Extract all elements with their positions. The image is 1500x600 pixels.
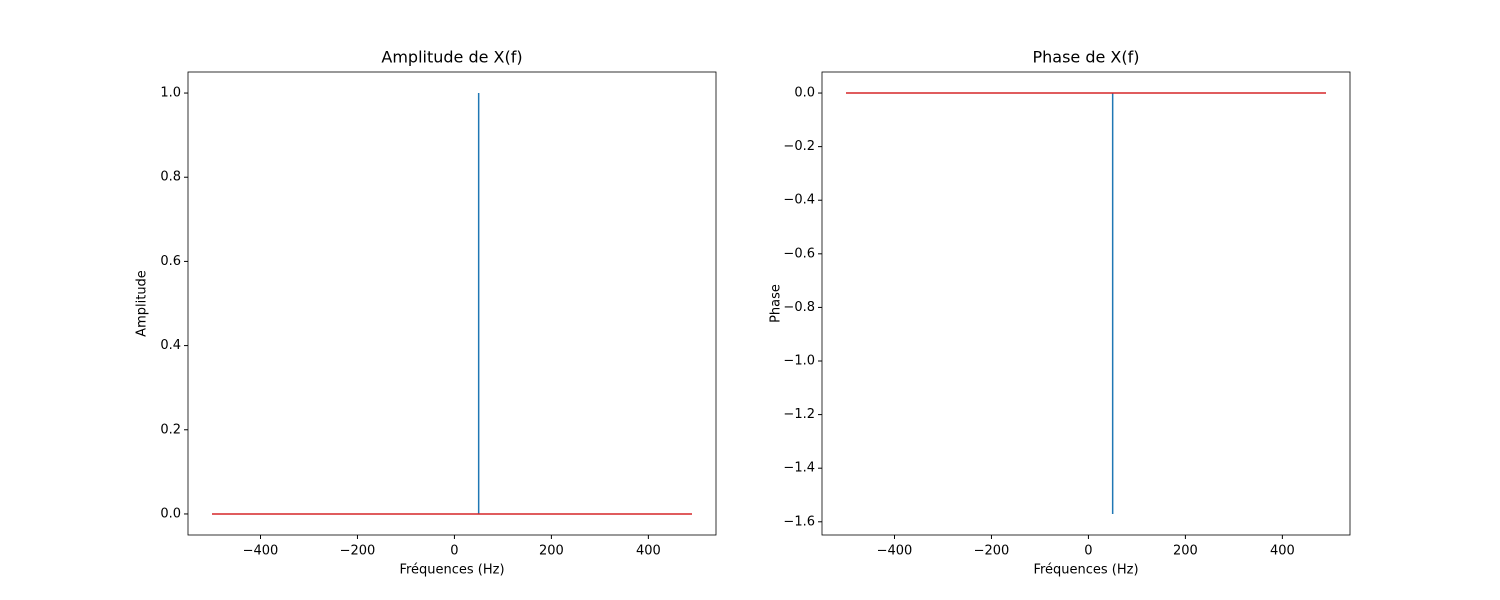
- chart-title: Phase de X(f): [1032, 48, 1139, 67]
- x-tick-label: 0: [1084, 544, 1092, 559]
- y-tick-label: −1.4: [783, 461, 815, 476]
- y-tick-label: 0.0: [160, 506, 181, 521]
- chart-title: Amplitude de X(f): [381, 48, 522, 67]
- x-tick-label: 400: [1270, 544, 1295, 559]
- y-tick-label: 1.0: [160, 86, 181, 101]
- y-tick-label: 0.4: [160, 338, 181, 353]
- x-tick-label: −400: [877, 544, 913, 559]
- axes-frame: [187, 71, 717, 536]
- y-tick-label: −1.0: [783, 354, 815, 369]
- x-tick-label: 0: [450, 544, 458, 559]
- y-axis-label: Amplitude: [135, 270, 150, 337]
- y-axis-label: Phase: [769, 284, 784, 323]
- y-tick-label: −0.2: [783, 139, 815, 154]
- x-tick-label: 200: [539, 544, 564, 559]
- x-tick-label: −400: [243, 544, 279, 559]
- y-tick-label: 0.2: [160, 422, 181, 437]
- y-tick-label: −0.4: [783, 193, 815, 208]
- axes-frame: [821, 71, 1351, 536]
- x-tick-label: −200: [974, 544, 1010, 559]
- y-tick-label: −0.8: [783, 300, 815, 315]
- x-axis-label: Fréquences (Hz): [1033, 563, 1138, 578]
- x-tick-label: −200: [340, 544, 376, 559]
- x-tick-label: 400: [636, 544, 661, 559]
- y-tick-label: 0.0: [794, 86, 815, 101]
- y-tick-label: 0.8: [160, 170, 181, 185]
- x-axis-label: Fréquences (Hz): [399, 563, 504, 578]
- y-tick-label: −1.2: [783, 407, 815, 422]
- y-tick-label: −1.6: [783, 514, 815, 529]
- y-tick-label: 0.6: [160, 254, 181, 269]
- x-tick-label: 200: [1173, 544, 1198, 559]
- y-tick-label: −0.6: [783, 246, 815, 261]
